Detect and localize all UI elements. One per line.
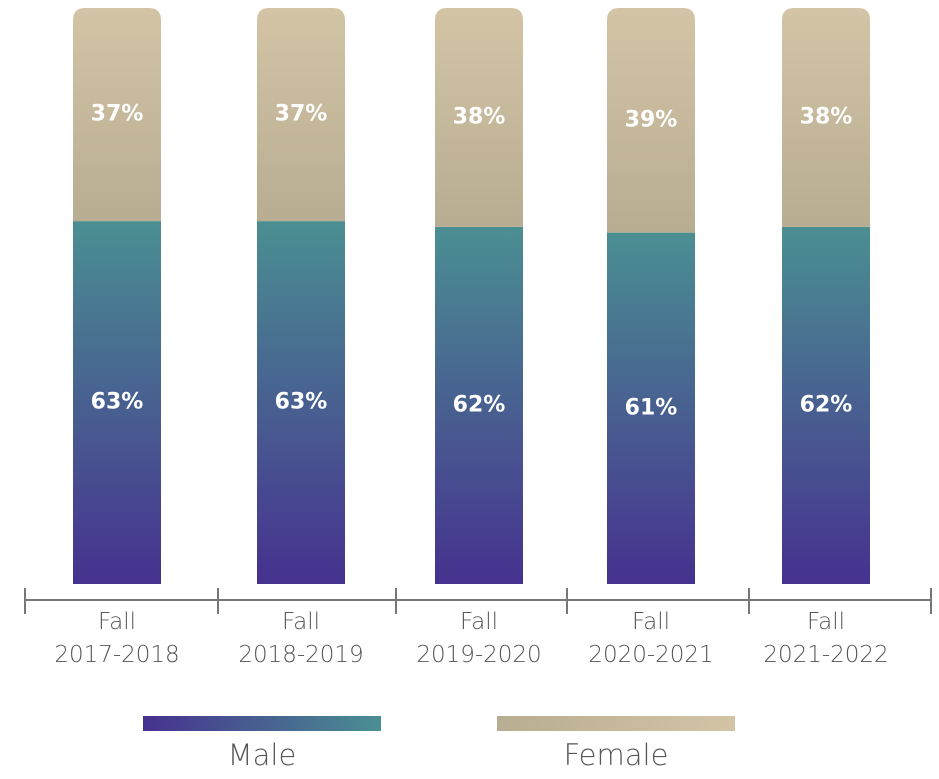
value-label: 63% [91, 390, 144, 415]
legend-swatch [143, 716, 381, 731]
value-label: 38% [453, 104, 506, 129]
bar-segment [435, 8, 523, 227]
bar-segment [257, 221, 345, 584]
value-label: 63% [275, 390, 328, 415]
bar-segment [257, 8, 345, 222]
bar-segment [435, 226, 523, 584]
value-label: 38% [800, 104, 853, 129]
bar-segment [782, 8, 870, 227]
x-tick-label: Fall 2019-2020 [416, 609, 542, 668]
value-label: 62% [800, 392, 853, 417]
x-tick-label: Fall 2020-2021 [588, 609, 714, 668]
bar-segment [607, 232, 695, 584]
legend-label: Female [563, 738, 669, 772]
value-label: 62% [453, 392, 506, 417]
x-tick-label: Fall 2021-2022 [763, 609, 889, 668]
value-label: 39% [625, 107, 678, 132]
bar-segment [782, 226, 870, 584]
x-tick-label: Fall 2017-2018 [54, 609, 180, 668]
value-label: 37% [91, 102, 144, 127]
x-tick-label: Fall 2018-2019 [238, 609, 364, 668]
value-label: 37% [275, 102, 328, 127]
bar-segment [607, 8, 695, 233]
bar-segment [73, 221, 161, 584]
legend-swatch [497, 716, 735, 731]
legend-label: Male [227, 738, 297, 772]
bar-segment [73, 8, 161, 222]
value-label: 61% [625, 395, 678, 420]
